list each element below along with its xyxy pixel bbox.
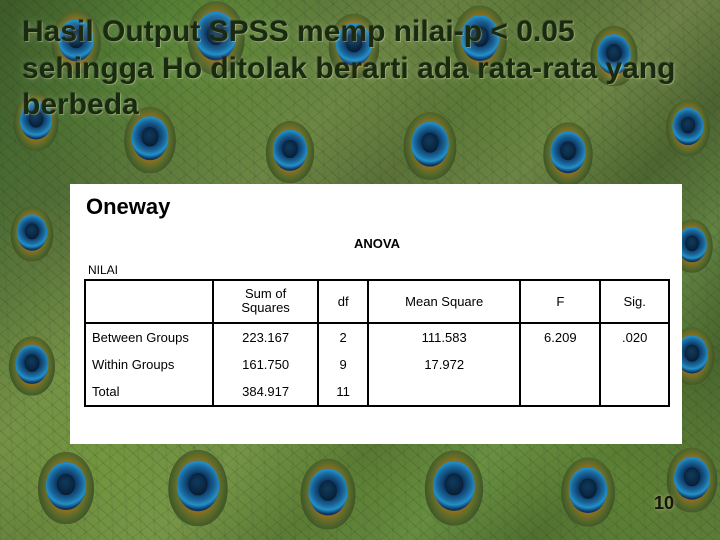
spss-output-panel: Oneway ANOVA NILAI Sum of Squares df Mea… [70,184,682,444]
cell-sig: .020 [600,323,669,351]
peacock-eye [301,459,356,530]
cell-df: 9 [318,351,368,378]
peacock-eye [425,451,483,526]
cell-f [520,351,600,378]
cell-ms: 17.972 [368,351,520,378]
table-row: Between Groups 223.167 2 111.583 6.209 .… [85,323,669,351]
col-f: F [520,280,600,323]
cell-source: Total [85,378,213,406]
cell-source: Within Groups [85,351,213,378]
peacock-eye [38,452,94,524]
col-sig: Sig. [600,280,669,323]
slide-title: Hasil Output SPSS memp nilai-p < 0.05 se… [22,14,690,124]
anova-label: ANOVA [84,236,670,251]
peacock-eye [168,450,227,526]
cell-sig [600,351,669,378]
variable-label: NILAI [88,263,670,277]
cell-ss: 384.917 [213,378,318,406]
col-df: df [318,280,368,323]
table-row: Within Groups 161.750 9 17.972 [85,351,669,378]
cell-ms: 111.583 [368,323,520,351]
peacock-eye [543,122,592,185]
cell-df: 2 [318,323,368,351]
cell-ms [368,378,520,406]
col-ss-line2: Squares [222,301,309,315]
peacock-eye [561,457,615,526]
col-ms: Mean Square [368,280,520,323]
anova-table: Sum of Squares df Mean Square F Sig. Bet… [84,279,670,407]
cell-sig [600,378,669,406]
col-ss-line1: Sum of [222,287,309,301]
cell-ss: 223.167 [213,323,318,351]
page-number: 10 [654,493,674,514]
cell-ss: 161.750 [213,351,318,378]
cell-source: Between Groups [85,323,213,351]
peacock-eye [9,336,55,395]
peacock-eye [667,448,717,513]
cell-f [520,378,600,406]
col-ss: Sum of Squares [213,280,318,323]
cell-df: 11 [318,378,368,406]
cell-f: 6.209 [520,323,600,351]
col-source [85,280,213,323]
table-header-row: Sum of Squares df Mean Square F Sig. [85,280,669,323]
peacock-eye [11,207,54,262]
peacock-eye [266,121,314,183]
table-row: Total 384.917 11 [85,378,669,406]
oneway-heading: Oneway [86,194,670,220]
